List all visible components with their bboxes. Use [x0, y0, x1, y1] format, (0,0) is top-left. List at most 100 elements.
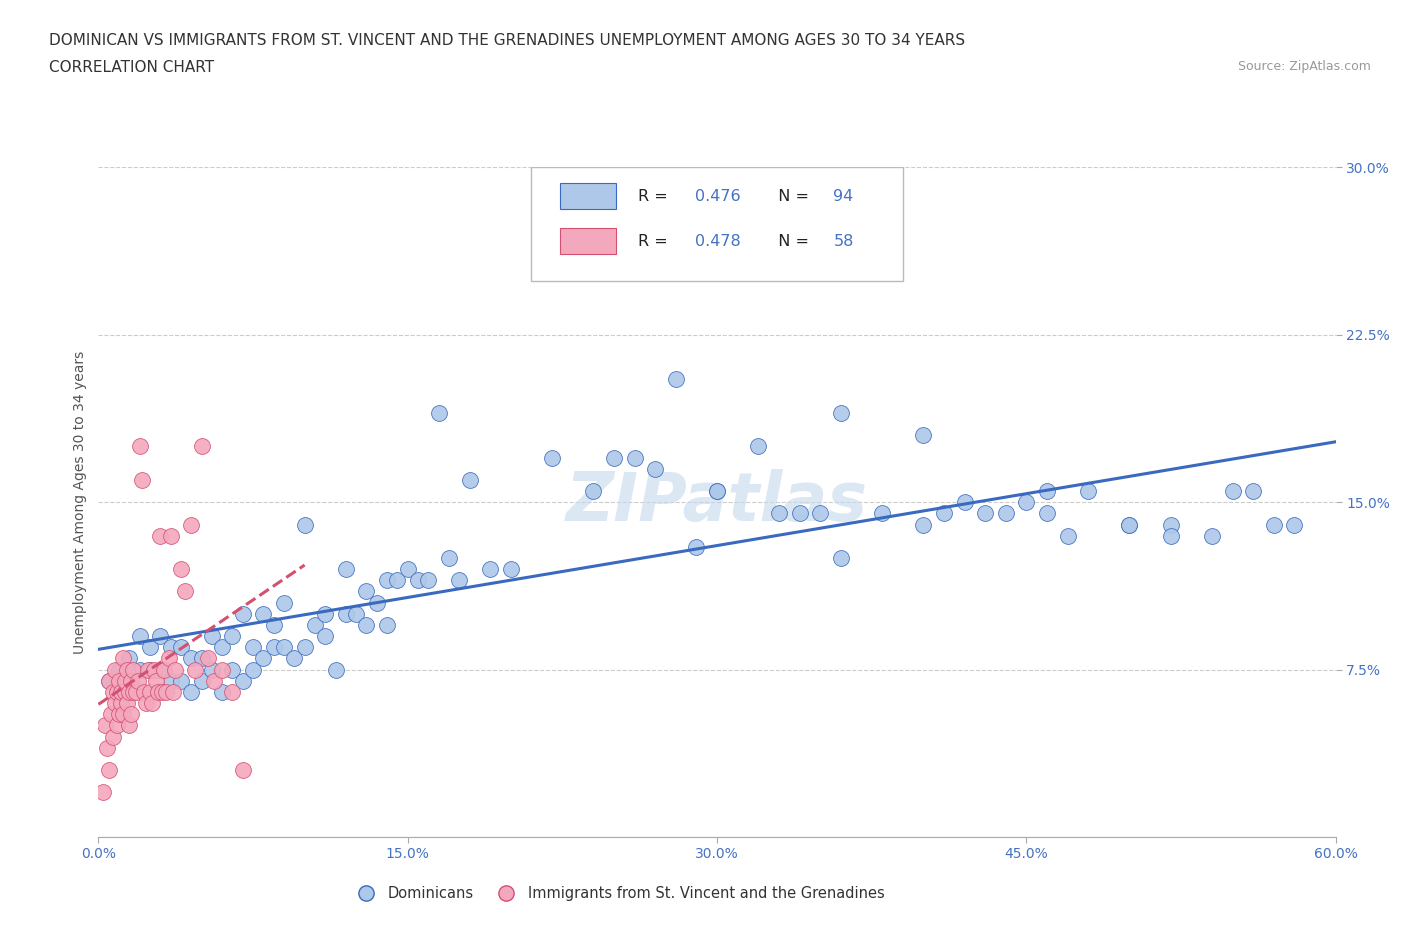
Point	[1284, 517, 1306, 532]
Text: Source: ZipAtlas.com: Source: ZipAtlas.com	[1237, 60, 1371, 73]
Point	[232, 673, 254, 688]
Text: N =: N =	[768, 233, 814, 248]
Point	[141, 696, 163, 711]
Point	[118, 684, 141, 699]
Point	[808, 506, 831, 521]
Point	[1015, 495, 1038, 510]
Point	[1160, 528, 1182, 543]
Text: R =: R =	[638, 189, 672, 204]
Point	[912, 517, 935, 532]
Point	[114, 684, 136, 699]
Point	[252, 606, 274, 621]
Point	[221, 684, 243, 699]
Point	[105, 718, 128, 733]
Point	[1201, 528, 1223, 543]
Point	[335, 606, 357, 621]
Text: N =: N =	[768, 189, 814, 204]
Point	[479, 562, 502, 577]
Point	[644, 461, 666, 476]
Point	[335, 562, 357, 577]
Point	[283, 651, 305, 666]
Point	[375, 573, 398, 588]
Point	[128, 439, 150, 454]
Point	[221, 662, 243, 677]
Point	[449, 573, 471, 588]
Point	[117, 696, 139, 711]
Point	[1056, 528, 1078, 543]
Point	[128, 662, 150, 677]
Point	[93, 718, 115, 733]
Point	[170, 673, 193, 688]
Point	[149, 528, 172, 543]
Point	[91, 785, 114, 800]
Point	[145, 673, 167, 688]
Point	[1077, 484, 1099, 498]
Point	[294, 517, 316, 532]
Point	[344, 606, 367, 621]
Point	[665, 372, 688, 387]
Point	[163, 662, 186, 677]
Text: ZIPatlas: ZIPatlas	[567, 470, 868, 535]
Point	[582, 484, 605, 498]
Point	[159, 528, 181, 543]
Point	[104, 662, 127, 677]
Point	[747, 439, 769, 454]
Point	[124, 684, 146, 699]
Point	[1263, 517, 1285, 532]
Point	[180, 651, 202, 666]
Text: DOMINICAN VS IMMIGRANTS FROM ST. VINCENT AND THE GRENADINES UNEMPLOYMENT AMONG A: DOMINICAN VS IMMIGRANTS FROM ST. VINCENT…	[49, 33, 966, 47]
Point	[406, 573, 429, 588]
Point	[437, 551, 460, 565]
Point	[242, 640, 264, 655]
Point	[263, 640, 285, 655]
Point	[135, 696, 157, 711]
Point	[101, 684, 124, 699]
FancyBboxPatch shape	[531, 167, 903, 281]
Point	[180, 517, 202, 532]
Point	[120, 673, 142, 688]
Point	[232, 763, 254, 777]
Point	[974, 506, 997, 521]
Point	[159, 640, 181, 655]
Point	[273, 640, 295, 655]
Text: R =: R =	[638, 233, 672, 248]
Point	[148, 684, 170, 699]
Point	[932, 506, 955, 521]
Point	[304, 618, 326, 632]
Point	[162, 684, 184, 699]
Point	[418, 573, 440, 588]
Point	[131, 472, 153, 487]
Point	[97, 763, 120, 777]
Point	[110, 696, 132, 711]
Point	[190, 439, 212, 454]
Point	[112, 651, 135, 666]
Point	[427, 405, 450, 420]
Point	[117, 662, 139, 677]
Point	[110, 684, 132, 699]
Point	[96, 740, 118, 755]
Point	[1160, 517, 1182, 532]
Point	[912, 428, 935, 443]
Point	[105, 684, 128, 699]
Point	[499, 562, 522, 577]
Point	[155, 684, 177, 699]
Point	[953, 495, 976, 510]
Point	[97, 673, 120, 688]
Point	[623, 450, 645, 465]
Point	[994, 506, 1017, 521]
Point	[375, 618, 398, 632]
Point	[127, 673, 149, 688]
Point	[112, 707, 135, 722]
Point	[541, 450, 564, 465]
Point	[139, 684, 162, 699]
Point	[1118, 517, 1140, 532]
Point	[136, 662, 159, 677]
Point	[768, 506, 790, 521]
Point	[252, 651, 274, 666]
Point	[1036, 506, 1059, 521]
Point	[366, 595, 388, 610]
Text: CORRELATION CHART: CORRELATION CHART	[49, 60, 214, 75]
Point	[159, 673, 181, 688]
Point	[201, 662, 224, 677]
Point	[180, 684, 202, 699]
